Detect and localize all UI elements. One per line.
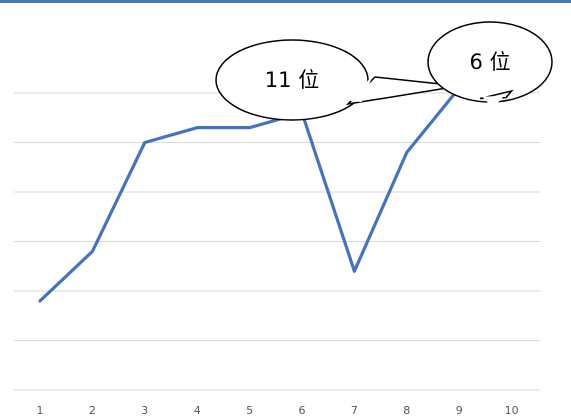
x-tick-label: 5 xyxy=(246,404,253,417)
x-tick-label: 3 xyxy=(141,404,148,417)
series-layer xyxy=(38,86,514,303)
series-line xyxy=(38,86,514,303)
callout-label: 6 位 xyxy=(469,50,510,74)
callout: 11 位 xyxy=(215,39,460,121)
x-tick-label: 6 xyxy=(299,404,306,417)
x-tick-label: 4 xyxy=(194,404,201,417)
x-tick-label: 2 xyxy=(89,404,96,417)
x-axis-ticks: 1 2 3 4 5 6 7 8 9 10 xyxy=(37,404,519,417)
top-rule xyxy=(0,0,571,3)
x-tick-label: 8 xyxy=(403,404,410,417)
x-tick-label: 1 xyxy=(37,404,44,417)
callout-pointer-mask xyxy=(350,75,373,103)
callout-bubble xyxy=(215,39,369,121)
x-tick-label: 10 xyxy=(505,404,519,417)
callout-pointer-mask xyxy=(482,95,504,108)
callout-label: 11 位 xyxy=(265,68,319,92)
callout: 6 位 xyxy=(427,21,553,108)
callouts: 11 位 6 位 xyxy=(215,21,553,121)
x-tick-label: 9 xyxy=(456,404,463,417)
gridlines xyxy=(14,92,540,391)
x-tick-label: 7 xyxy=(351,404,358,417)
